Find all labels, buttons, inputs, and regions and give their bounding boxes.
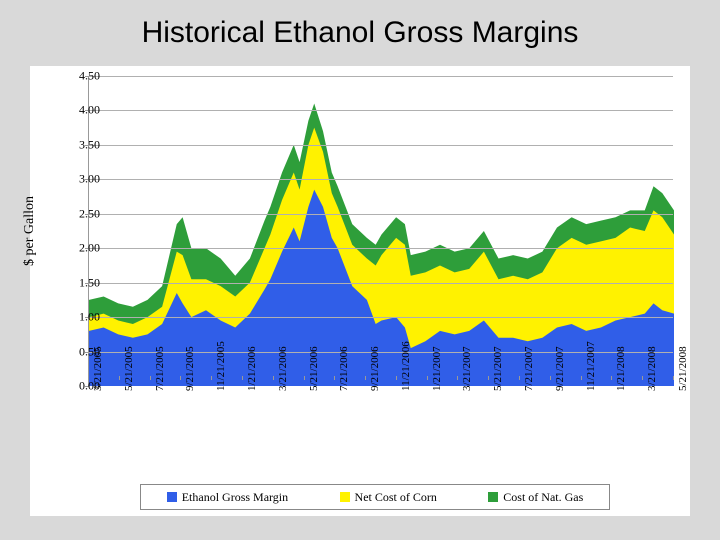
chart-container: $ per Gallon Ethanol Gross MarginNet Cos… [30,66,690,516]
xtick-mark [427,376,428,380]
xtick-label: 7/21/2005 [154,346,166,391]
xtick-mark [457,376,458,380]
xtick-label: 11/21/2005 [215,341,227,391]
xtick-mark [119,376,120,380]
xtick-mark [581,376,582,380]
grid-line [89,76,673,77]
grid-line [89,248,673,249]
xtick-mark [150,376,151,380]
legend-label: Net Cost of Corn [355,490,437,505]
xtick-mark [273,376,274,380]
ytick-label: 4.50 [79,69,100,84]
legend: Ethanol Gross Margin Net Cost of Corn Cost… [140,484,610,510]
legend-swatch [488,492,498,502]
ytick-label: 2.50 [79,206,100,221]
xtick-label: 5/21/2008 [677,346,689,391]
xtick-label: 1/21/2006 [246,346,258,391]
ytick-label: 1.50 [79,275,100,290]
xtick-label: 11/21/2007 [585,341,597,391]
xtick-mark [365,376,366,380]
xtick-mark [211,376,212,380]
legend-item: Net Cost of Corn [340,490,437,505]
legend-label: Ethanol Gross Margin [182,490,288,505]
ytick-label: 3.00 [79,172,100,187]
xtick-mark [396,376,397,380]
xtick-label: 7/21/2007 [523,346,535,391]
grid-line [89,283,673,284]
xtick-label: 3/21/2007 [461,346,473,391]
xtick-mark [488,376,489,380]
xtick-mark [550,376,551,380]
xtick-mark [180,376,181,380]
ytick-label: 4.00 [79,103,100,118]
grid-line [89,317,673,318]
grid-line [89,179,673,180]
xtick-mark [611,376,612,380]
xtick-label: 1/21/2007 [431,346,443,391]
xtick-label: 3/21/2006 [277,346,289,391]
xtick-label: 7/21/2006 [338,346,350,391]
y-axis-label: $ per Gallon [22,196,38,266]
xtick-mark [519,376,520,380]
xtick-label: 5/21/2005 [123,346,135,391]
ytick-label: 3.50 [79,137,100,152]
plot-area [88,76,673,386]
xtick-mark [334,376,335,380]
legend-swatch [167,492,177,502]
slide: Historical Ethanol Gross Margins $ per G… [0,0,720,540]
xtick-label: 3/21/2005 [92,346,104,391]
xtick-label: 5/21/2006 [308,346,320,391]
chart-title: Historical Ethanol Gross Margins [0,16,720,50]
legend-label: Cost of Nat. Gas [503,490,583,505]
xtick-mark [242,376,243,380]
ytick-label: 2.00 [79,241,100,256]
grid-line [89,145,673,146]
xtick-label: 9/21/2007 [554,346,566,391]
legend-item: Cost of Nat. Gas [488,490,583,505]
legend-swatch [340,492,350,502]
xtick-label: 3/21/2008 [646,346,658,391]
grid-line [89,214,673,215]
xtick-mark [673,376,674,380]
grid-line [89,110,673,111]
xtick-label: 11/21/2006 [400,341,412,391]
xtick-label: 5/21/2007 [492,346,504,391]
xtick-label: 1/21/2008 [615,346,627,391]
xtick-mark [88,376,89,380]
xtick-label: 9/21/2005 [184,346,196,391]
stacked-area-svg [89,76,674,386]
xtick-mark [304,376,305,380]
legend-item: Ethanol Gross Margin [167,490,288,505]
xtick-mark [642,376,643,380]
ytick-label: 1.00 [79,310,100,325]
xtick-label: 9/21/2006 [369,346,381,391]
